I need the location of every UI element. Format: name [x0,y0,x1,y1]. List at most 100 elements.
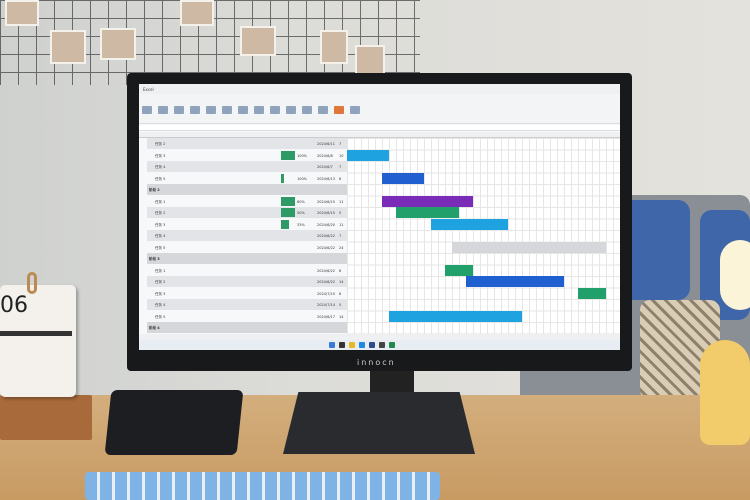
duration: 24 [339,245,344,250]
taskbar-icon[interactable] [329,342,335,348]
task-name: 任务 5 [155,176,166,181]
baby-photo [100,28,136,60]
task-name: 任务 2 [155,280,166,284]
taskbar-icon[interactable] [339,342,345,348]
phase-row[interactable]: 阶段 2 [147,184,347,195]
progress-bar [281,208,295,217]
start-date: 2024/6/22 [317,268,335,273]
start-date: 2024/7/14 [317,303,335,307]
table-row[interactable]: 任务 5 2024/6/22 24 [147,242,347,253]
table-row[interactable]: 任务 1 80% 2024/6/15 11 [147,196,347,207]
duration: 6 [339,176,342,181]
progress-label: 100% [297,153,308,158]
table-row[interactable]: 任务 4 2024/6/7 7 [147,161,347,172]
gantt-bar [382,195,473,207]
ribbon-toolbar[interactable] [139,94,620,124]
duration: 5 [339,303,342,307]
monitor-stand-base [283,392,475,454]
keyboard [85,472,440,500]
calendar-day: 06 [0,293,28,318]
task-name: 任务 4 [155,234,166,238]
duration: 6 [339,268,342,273]
table-row[interactable]: 任务 3 100% 2024/6/8 10 [147,150,347,161]
taskbar-icon[interactable] [379,342,385,348]
phase-row[interactable]: 阶段 3 [147,253,347,264]
gantt-chart-area [347,138,620,334]
task-name: 任务 3 [155,153,166,158]
duration: 14 [339,280,344,284]
duration: 14 [339,314,344,319]
gantt-bar [431,218,508,230]
table-row[interactable]: 任务 3 2024/7/10 6 [147,288,347,299]
start-date: 2024/6/11 [317,142,335,146]
task-name: 任务 2 [155,142,166,146]
table-row[interactable]: 任务 1 2024/6/22 6 [147,265,347,276]
baby-photo [320,30,348,64]
gantt-bar [452,241,606,253]
windows-taskbar [139,340,620,350]
task-name: 任务 3 [155,291,166,296]
table-row[interactable]: 任务 2 50% 2024/6/15 5 [147,207,347,218]
taskbar-icon[interactable] [359,342,365,348]
calendar-stand [0,395,92,440]
task-name: 任务 4 [155,165,166,169]
title-bar: Excel [139,84,620,94]
desk-calendar: 06 [0,285,76,397]
duration: 7 [339,234,342,238]
start-date: 2024/6/22 [317,245,335,250]
task-name: 任务 5 [155,245,166,250]
duration: 11 [339,222,344,227]
task-name: 任务 2 [155,211,166,215]
taskbar-icon[interactable] [389,342,395,348]
task-name: 阶段 4 [149,326,160,330]
duration: 10 [339,153,344,158]
start-date: 2024/6/15 [317,199,335,204]
start-date: 2024/6/15 [317,211,335,215]
formula-bar[interactable] [139,125,620,131]
task-name: 任务 1 [155,268,166,273]
task-name: 任务 4 [155,303,166,307]
baby-photo [180,0,214,26]
desk-lamp [720,240,750,310]
progress-bar [281,173,284,183]
baby-photo [5,0,39,26]
gantt-bar [578,287,606,299]
gantt-bar [445,264,473,276]
app-title: Excel [143,87,154,92]
baby-photo [240,26,276,56]
table-row[interactable]: 任务 4 2024/6/22 7 [147,230,347,241]
table-row[interactable]: 任务 5 2024/6/17 14 [147,311,347,322]
table-row[interactable]: 任务 2 2024/6/22 14 [147,276,347,287]
table-row[interactable]: 任务 5 100% 2024/6/13 6 [147,173,347,184]
taskbar-icon[interactable] [369,342,375,348]
table-row[interactable]: 任务 3 33% 2024/6/20 11 [147,219,347,230]
baby-photo [50,30,86,64]
progress-label: 80% [297,199,305,204]
taskbar-icon[interactable] [349,342,355,348]
toy-figure [700,340,750,445]
start-date: 2024/7/10 [317,291,335,296]
start-date: 2024/6/20 [317,222,335,227]
task-name: 阶段 3 [149,257,160,261]
monitor-brand-logo: innocn [357,358,396,367]
start-date: 2024/6/22 [317,234,335,238]
gantt-bar [382,172,424,184]
start-date: 2024/6/22 [317,280,335,284]
progress-bar [281,196,295,206]
gantt-bar [466,276,564,287]
phase-row[interactable]: 阶段 4 [147,322,347,333]
progress-label: 50% [297,211,305,215]
start-date: 2024/6/7 [317,165,333,169]
duration: 6 [339,291,342,296]
column-headers [139,132,620,138]
duration: 7 [339,165,342,169]
sheet-tabs[interactable] [139,334,620,340]
task-name: 阶段 2 [149,188,160,192]
task-name: 任务 5 [155,314,166,319]
table-row[interactable]: 任务 4 2024/7/14 5 [147,299,347,310]
start-date: 2024/6/13 [317,176,335,181]
monitor-screen: Excel 任务 2 2024/6/11 7 任务 3 100% 2024/6/8 10 任务… [139,84,620,350]
start-date: 2024/6/17 [317,314,335,319]
calendar-ring [27,272,37,294]
table-row[interactable]: 任务 2 2024/6/11 7 [147,138,347,149]
